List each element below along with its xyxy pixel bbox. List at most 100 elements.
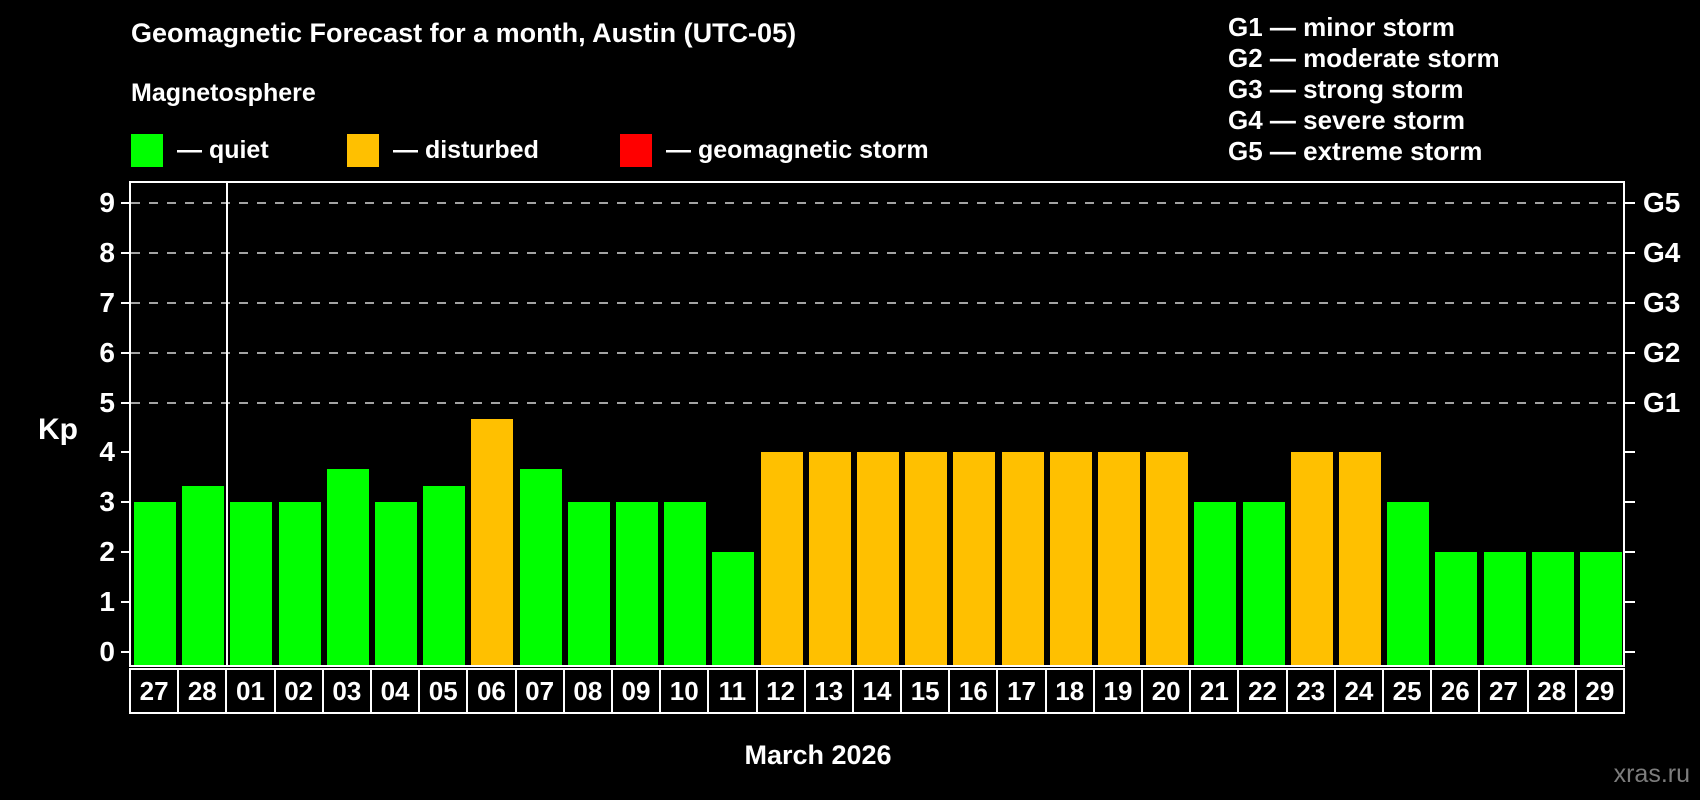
kp-bar	[1146, 452, 1189, 667]
kp-bar	[134, 502, 177, 667]
kp-bar	[1049, 452, 1092, 667]
right-tick-kp9	[1625, 201, 1635, 204]
gridline-kp7	[131, 301, 1625, 304]
y-tick-label: 0	[99, 636, 115, 667]
y-tick-label: 2	[99, 536, 115, 568]
kp-bar	[1242, 502, 1285, 667]
date-cell: 03	[321, 668, 372, 714]
chart-subtitle: Magnetosphere	[131, 79, 316, 107]
date-cell: 07	[514, 668, 565, 714]
date-cell: 26	[1430, 668, 1481, 714]
date-cell: 24	[1333, 668, 1385, 714]
date-cell: 08	[562, 668, 613, 714]
right-tick-kp3	[1625, 501, 1635, 504]
kp-bar	[1579, 552, 1622, 667]
kp-bar	[616, 502, 659, 667]
left-tick-kp5	[121, 401, 131, 404]
legend-label-storm: — geomagnetic storm	[666, 136, 929, 164]
y-tick-label: 6	[99, 336, 115, 368]
plot-border	[129, 181, 1625, 667]
y-tick-label: 3	[99, 486, 115, 518]
storm-scale-g5: G5 — extreme storm	[1228, 136, 1483, 166]
kp-bar	[278, 502, 321, 667]
kp-bar	[953, 452, 996, 667]
gridline-kp5	[131, 401, 1625, 404]
date-cell: 28	[177, 668, 228, 714]
date-cell: 16	[948, 668, 999, 714]
kp-bar	[1194, 502, 1237, 667]
watermark: xras.ru	[1613, 760, 1690, 788]
kp-bar	[905, 452, 948, 667]
month-separator-line	[226, 183, 229, 667]
kp-bar	[230, 502, 273, 667]
left-tick-kp8	[121, 251, 131, 254]
date-cell: 25	[1382, 668, 1433, 714]
right-axis-label-g2: G2	[1643, 336, 1681, 368]
date-cell: 23	[1285, 668, 1336, 714]
left-tick-kp6	[121, 351, 131, 354]
date-cell: 12	[755, 668, 806, 714]
kp-bar	[760, 452, 803, 667]
storm-scale-legend: G1 — minor storm G2 — moderate storm G3 …	[1228, 12, 1500, 167]
legend-label-disturbed: — disturbed	[393, 136, 539, 164]
kp-bar	[1387, 502, 1430, 667]
kp-bar	[1531, 552, 1574, 667]
right-axis-label-g1: G1	[1643, 386, 1681, 418]
legend-label-quiet: — quiet	[177, 136, 269, 164]
date-cell: 10	[659, 668, 710, 714]
y-tick-label: 1	[99, 586, 115, 618]
date-cell: 06	[466, 668, 517, 714]
y-tick-label: 4	[99, 436, 115, 468]
storm-scale-g4: G4 — severe storm	[1228, 105, 1466, 135]
gridline-kp8	[131, 251, 1625, 254]
date-cell: 27	[1478, 668, 1529, 714]
right-axis-label-g3: G3	[1643, 286, 1681, 318]
storm-scale-g2: G2 — moderate storm	[1228, 43, 1500, 73]
date-cell: 27	[129, 668, 180, 714]
disturbed-color-swatch-icon	[347, 134, 379, 167]
kp-bar	[1001, 452, 1044, 667]
right-tick-kp4	[1625, 451, 1635, 454]
kp-bar	[375, 502, 418, 667]
kp-bar	[182, 485, 225, 667]
date-cell: 28	[1526, 668, 1577, 714]
left-tick-kp2	[121, 551, 131, 554]
date-cell: 05	[418, 668, 469, 714]
right-tick-kp6	[1625, 351, 1635, 354]
storm-scale-g1: G1 — minor storm	[1228, 12, 1455, 42]
right-tick-kp7	[1625, 301, 1635, 304]
date-cell: 29	[1574, 668, 1625, 714]
kp-bar	[423, 485, 466, 667]
date-cell: 09	[610, 668, 662, 714]
left-tick-kp0	[121, 651, 131, 653]
kp-bar	[326, 468, 369, 667]
right-tick-kp8	[1625, 251, 1635, 254]
date-cell: 14	[851, 668, 903, 714]
y-axis-label: Kp	[38, 413, 78, 446]
left-tick-kp4	[121, 451, 131, 454]
date-cell: 17	[996, 668, 1047, 714]
gridline-kp6	[131, 351, 1625, 354]
date-cell: 22	[1237, 668, 1288, 714]
chart-title: Geomagnetic Forecast for a month, Austin…	[131, 18, 797, 48]
kp-bar	[1435, 552, 1478, 667]
y-tick-label: 8	[99, 236, 115, 268]
right-tick-kp5	[1625, 401, 1635, 404]
kp-bar	[519, 468, 562, 667]
date-cell: 01	[225, 668, 276, 714]
right-tick-kp1	[1625, 601, 1635, 604]
x-axis-month-label: March 2026	[744, 740, 892, 770]
gridline-kp9	[131, 201, 1625, 204]
kp-bar	[567, 502, 610, 667]
left-tick-kp1	[121, 601, 131, 604]
storm-scale-g3: G3 — strong storm	[1228, 74, 1464, 104]
kp-bar	[712, 552, 755, 667]
date-cell: 02	[273, 668, 324, 714]
y-tick-label: 9	[99, 186, 115, 218]
kp-bar	[857, 452, 899, 667]
date-cell: 04	[369, 668, 421, 714]
date-cell: 15	[900, 668, 951, 714]
date-cell: 11	[707, 668, 758, 714]
date-cell: 19	[1092, 668, 1144, 714]
